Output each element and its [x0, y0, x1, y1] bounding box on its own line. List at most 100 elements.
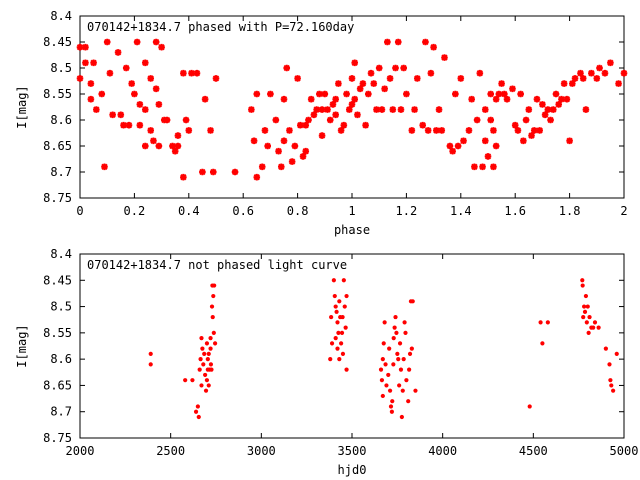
- data-point: [201, 362, 206, 367]
- data-point: [495, 90, 503, 98]
- data-point: [533, 95, 541, 103]
- data-point: [391, 362, 396, 367]
- data-point: [212, 341, 218, 346]
- data-point: [280, 95, 288, 103]
- data-point: [435, 106, 443, 113]
- data-point: [558, 95, 565, 103]
- data-point: [198, 357, 203, 362]
- data-point: [356, 85, 364, 93]
- data-point: [479, 163, 486, 171]
- data-point: [400, 388, 405, 393]
- data-point: [133, 38, 141, 46]
- data-point: [101, 163, 108, 171]
- data-point: [484, 153, 492, 160]
- data-point: [155, 101, 163, 108]
- data-point: [103, 38, 111, 46]
- data-point: [147, 75, 155, 82]
- data-point: [106, 69, 114, 77]
- data-point: [596, 64, 603, 72]
- data-point: [552, 90, 560, 98]
- data-point: [183, 378, 188, 383]
- y-tick-label: 8.5: [50, 61, 72, 75]
- data-point: [527, 404, 532, 409]
- data-point: [318, 132, 326, 139]
- y-tick-label: 8.4: [50, 247, 72, 261]
- y-axis-label: I[mag]: [15, 324, 29, 367]
- x-tick-label: 1.6: [504, 204, 526, 218]
- data-point: [204, 341, 210, 346]
- chart-title: 070142+1834.7 phased with P=72.160day: [87, 20, 354, 34]
- data-point: [122, 64, 130, 72]
- data-point: [169, 142, 176, 150]
- data-point: [476, 69, 484, 77]
- data-point: [82, 43, 89, 51]
- data-point: [430, 43, 437, 51]
- data-point: [607, 362, 612, 367]
- data-point: [397, 341, 403, 346]
- data-point: [117, 111, 125, 119]
- data-point: [388, 404, 394, 409]
- data-point: [406, 399, 411, 404]
- data-point: [498, 80, 505, 87]
- data-point: [501, 90, 508, 98]
- data-point: [586, 330, 591, 335]
- data-point: [344, 367, 349, 372]
- data-point: [328, 357, 333, 362]
- y-tick-label: 8.7: [50, 165, 72, 179]
- data-point: [381, 341, 386, 346]
- data-point: [212, 283, 217, 288]
- data-point: [141, 142, 149, 150]
- data-point: [581, 314, 586, 320]
- x-tick-label: 3000: [247, 444, 276, 458]
- data-point: [544, 106, 552, 113]
- data-point: [471, 163, 478, 171]
- data-point: [211, 330, 216, 335]
- data-point: [87, 95, 95, 103]
- data-point: [120, 121, 127, 129]
- data-point: [473, 116, 481, 124]
- data-point: [362, 121, 369, 129]
- data-point: [393, 314, 398, 320]
- data-point: [580, 283, 585, 288]
- data-point: [200, 346, 205, 351]
- data-point: [141, 106, 149, 113]
- data-point: [313, 106, 320, 113]
- data-point: [398, 367, 404, 372]
- data-point: [264, 142, 271, 150]
- data-point: [288, 158, 296, 165]
- data-point: [207, 127, 214, 134]
- data-point: [180, 173, 187, 181]
- data-point: [384, 383, 389, 388]
- x-tick-label: 5000: [610, 444, 639, 458]
- data-point: [582, 304, 587, 309]
- data-point: [337, 299, 342, 304]
- data-point: [76, 75, 84, 82]
- data-point: [209, 168, 217, 176]
- data-point: [391, 336, 396, 341]
- data-point: [275, 147, 282, 155]
- data-point: [536, 127, 543, 134]
- data-point: [538, 320, 543, 325]
- data-point: [419, 121, 427, 129]
- y-tick-label: 8.55: [43, 326, 72, 340]
- data-point: [422, 38, 429, 46]
- data-point: [382, 320, 387, 325]
- data-point: [566, 137, 573, 145]
- data-point: [410, 299, 415, 304]
- data-point: [607, 59, 614, 67]
- data-point: [136, 101, 144, 108]
- data-point: [114, 49, 122, 56]
- x-tick-label: 4500: [519, 444, 548, 458]
- data-point: [401, 357, 406, 362]
- data-point: [302, 121, 310, 129]
- x-tick-label: 0.8: [287, 204, 309, 218]
- data-point: [588, 69, 595, 77]
- data-point: [150, 137, 157, 145]
- data-point: [291, 142, 299, 150]
- data-point: [344, 293, 349, 299]
- data-point: [87, 80, 95, 87]
- data-point: [373, 106, 380, 113]
- data-point: [541, 111, 549, 119]
- data-point: [174, 142, 182, 150]
